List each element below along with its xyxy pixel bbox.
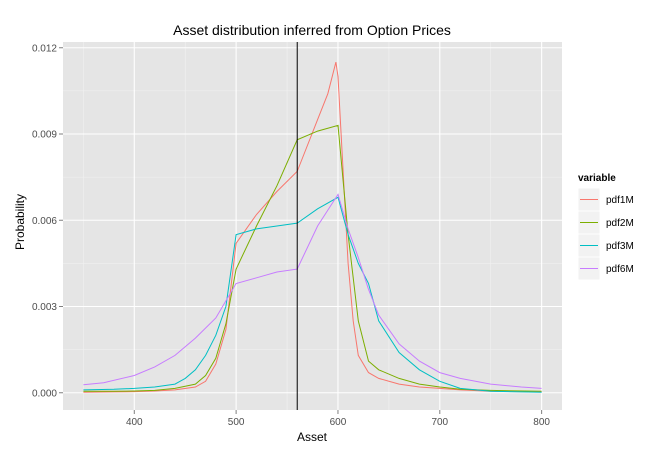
y-tick-label: 0.009: [32, 130, 57, 141]
y-tick-label: 0.012: [32, 43, 57, 54]
legend-label-pdf2M: pdf2M: [606, 218, 634, 229]
x-tick-label: 400: [126, 417, 143, 428]
chart-title: Asset distribution inferred from Option …: [173, 22, 451, 38]
legend: variable pdf1M pdf2M pdf3M pdf6M: [577, 173, 634, 281]
series-line-pdf1M: [83, 61, 542, 393]
legend-label-pdf6M: pdf6M: [606, 264, 634, 275]
grid-major: [63, 42, 562, 410]
x-tick-label: 600: [330, 417, 347, 428]
x-tick-label: 700: [431, 417, 448, 428]
legend-label-pdf3M: pdf3M: [606, 241, 634, 252]
x-tick-label: 500: [228, 417, 245, 428]
y-tick-label: 0.006: [32, 216, 57, 227]
series-line-pdf3M: [83, 196, 542, 393]
x-axis-title: Asset: [297, 430, 328, 444]
plot-panel: [63, 42, 562, 410]
series-line-pdf6M: [83, 193, 542, 389]
legend-title: variable: [578, 173, 616, 184]
y-tick-label: 0.000: [32, 388, 57, 399]
y-tick-label: 0.003: [32, 302, 57, 313]
x-axis: 400 500 600 700 800: [126, 410, 550, 428]
y-axis: 0.000 0.003 0.006 0.009 0.012: [32, 43, 63, 399]
x-tick-label: 800: [533, 417, 550, 428]
y-axis-title: Probability: [13, 194, 27, 250]
grid-minor: [63, 42, 562, 410]
legend-label-pdf1M: pdf1M: [606, 195, 634, 206]
